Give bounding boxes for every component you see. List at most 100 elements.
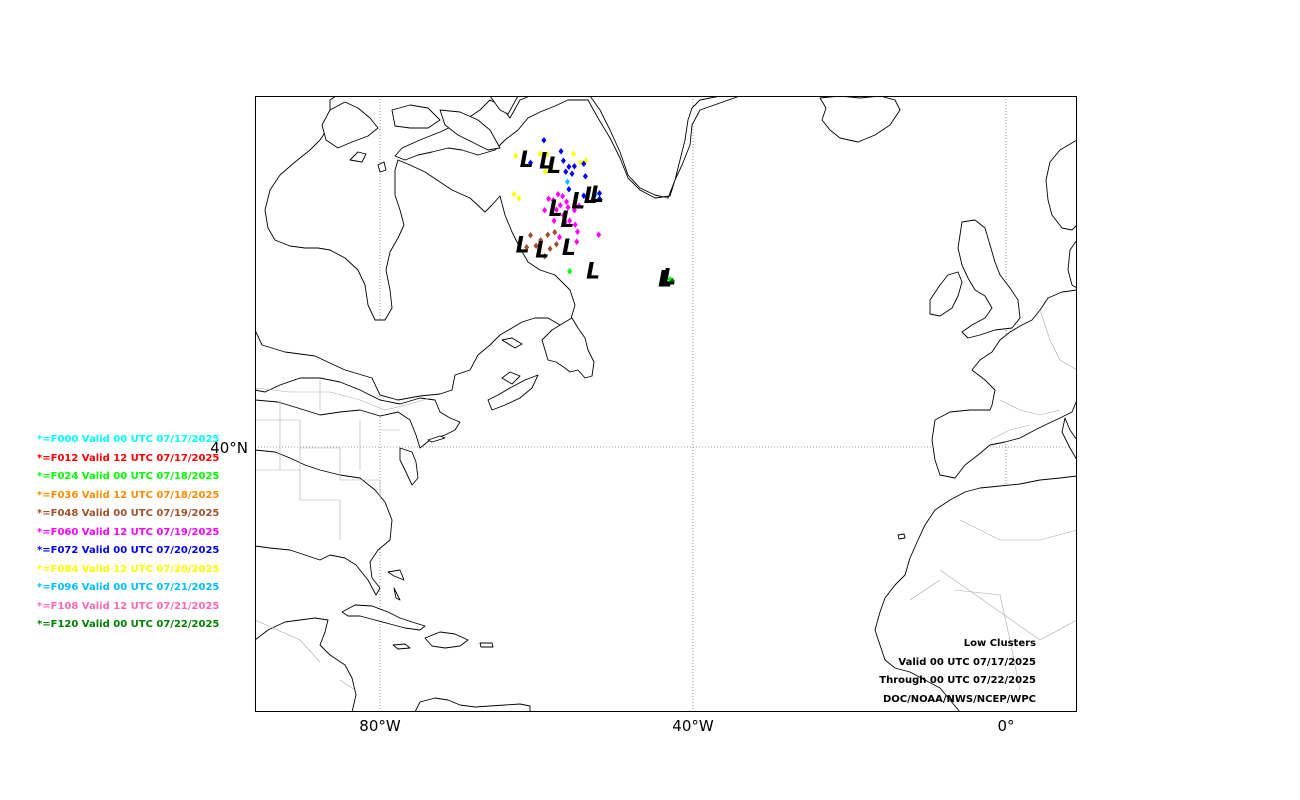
member-symbol: ♦ <box>573 238 581 248</box>
legend-item: *=F012 Valid 12 UTC 07/17/2025 <box>37 452 220 464</box>
low-center-mark: L <box>562 236 576 261</box>
us-southeast <box>255 449 393 596</box>
us-northeast <box>399 447 419 486</box>
legend-item: *=F024 Valid 00 UTC 07/18/2025 <box>37 471 220 482</box>
member-symbol: ♦ <box>570 150 578 160</box>
member-symbol: ♦ <box>527 159 535 169</box>
legend-item: *=F060 Valid 12 UTC 07/19/2025 <box>37 526 220 538</box>
member-symbol: ♦ <box>512 152 520 162</box>
scandinavia <box>1045 139 1077 231</box>
mexico-borders <box>255 619 356 691</box>
legend-item: *=F072 Valid 00 UTC 07/20/2025 <box>37 545 220 556</box>
info-through: Through 00 UTC 07/22/2025 <box>879 675 1036 686</box>
member-symbol: ♦ <box>536 150 544 160</box>
member-symbol: ♦ <box>552 240 560 250</box>
low-center-mark: L <box>658 267 672 292</box>
member-symbol: ♦ <box>554 190 562 200</box>
anticosti <box>501 337 523 349</box>
cuba <box>341 604 426 631</box>
map-area: ♦ ♦♦ ♦♦♦♦♦♦♦♦♦♦♦♦♦ ♦♦♦♦♦♦♦♦♦♦ ♦♦ ♦♦ ♦♦♦ ♦ ♦♦♦♦♦♦… <box>255 96 1077 712</box>
member-symbol: ♦ <box>548 165 556 175</box>
member-symbol: ♦ <box>591 190 599 200</box>
member-symbol: ♦ <box>566 268 574 278</box>
lon-label-40w: 40°W <box>672 717 714 735</box>
member-symbol: ♦ <box>541 168 549 178</box>
africa-borders <box>909 519 1077 691</box>
low-center-mark: L <box>586 260 600 285</box>
member-symbol: ♦ <box>565 163 573 173</box>
lon-label-80w: 80°W <box>359 717 401 735</box>
low-center-mark: L <box>560 208 574 233</box>
svalbard-area <box>819 96 901 143</box>
member-symbol: ♦ <box>666 275 674 285</box>
south-america-north <box>414 697 531 712</box>
low-center-mark: L <box>547 154 561 179</box>
lat-label-40n: 40°N <box>210 439 248 457</box>
political-boundaries <box>255 309 1077 691</box>
member-symbol: ♦ <box>556 201 564 211</box>
jamaica <box>392 643 411 650</box>
info-block: Low Clusters Valid 00 UTC 07/17/2025 Thr… <box>879 637 1036 711</box>
member-symbol: ♦ <box>545 195 553 205</box>
member-symbol: ♦ <box>565 186 573 196</box>
africa <box>874 475 1077 712</box>
ensemble-members: ♦ ♦♦ ♦♦♦♦♦♦♦♦♦♦♦♦♦ ♦♦♦♦♦♦♦♦♦♦ ♦♦ ♦♦ ♦♦♦ ♦ ♦♦♦♦♦♦… <box>510 137 676 287</box>
arctic-island-3 <box>439 109 501 151</box>
coastlines <box>255 96 1077 712</box>
member-symbol: ♦ <box>668 277 676 287</box>
member-symbol: ♦ <box>573 228 581 238</box>
lon-label-0: 0° <box>997 717 1014 735</box>
low-center-mark: L <box>516 234 530 259</box>
hispaniola <box>424 631 469 649</box>
member-symbol: ♦ <box>581 172 589 182</box>
member-symbol: ♦ <box>582 157 590 167</box>
info-source: DOC/NOAA/NWS/NCEP/WPC <box>883 693 1036 705</box>
member-symbol: ♦ <box>559 211 567 221</box>
low-center-mark: L <box>590 183 604 208</box>
legend: *=F000 Valid 00 UTC 07/17/2025 *=F012 Va… <box>37 433 219 637</box>
bahamas <box>387 569 405 601</box>
north-america-coastline <box>255 96 576 401</box>
member-symbol: ♦ <box>550 217 558 227</box>
member-symbol: ♦ <box>563 198 571 208</box>
legend-item: *=F096 Valid 00 UTC 07/21/2025 <box>37 582 220 593</box>
member-symbol: ♦ <box>570 162 578 172</box>
member-symbol: ♦ <box>549 197 557 207</box>
member-symbol: ♦ <box>595 231 603 241</box>
canada-us-border <box>255 387 431 411</box>
member-symbol: ♦ <box>532 242 540 252</box>
member-symbol: ♦ <box>515 194 523 204</box>
member-symbol: ♦ <box>523 243 531 253</box>
member-symbol: ♦ <box>546 245 554 255</box>
member-symbol: ♦ <box>563 178 571 188</box>
member-symbol: ♦ <box>510 190 518 200</box>
member-symbol: ♦ <box>559 193 567 203</box>
low-center-mark: L <box>549 197 563 222</box>
info-title: Low Clusters <box>963 638 1036 649</box>
legend-item: *=F036 Valid 12 UTC 07/18/2025 <box>37 489 220 501</box>
member-symbol: ♦ <box>562 168 570 178</box>
member-symbol: ♦ <box>543 151 551 161</box>
member-symbol: ♦ <box>541 207 549 217</box>
pei <box>501 371 521 385</box>
legend-item: *=F048 Valid 00 UTC 07/19/2025 <box>37 508 220 519</box>
member-symbol: ♦ <box>559 157 567 167</box>
member-symbol: ♦ <box>571 221 579 231</box>
map-frame <box>255 96 1077 712</box>
europe-borders <box>989 309 1077 441</box>
member-symbol: ♦ <box>564 204 572 214</box>
member-symbol: ♦ <box>540 137 548 147</box>
axis-labels: 80°W 40°W 0° 40°N <box>210 439 1014 735</box>
member-symbol: ♦ <box>557 148 565 158</box>
puerto-rico <box>479 642 494 648</box>
member-symbol: ♦ <box>580 192 588 202</box>
member-symbol: ♦ <box>537 236 545 246</box>
low-center-mark: L <box>584 184 598 209</box>
newfoundland <box>541 317 595 379</box>
europe-mainland <box>931 289 1077 479</box>
member-symbol: ♦ <box>568 170 576 180</box>
member-symbol: ♦ <box>561 218 569 228</box>
mexico-central-america <box>255 617 357 712</box>
member-symbol: ♦ <box>570 207 578 217</box>
